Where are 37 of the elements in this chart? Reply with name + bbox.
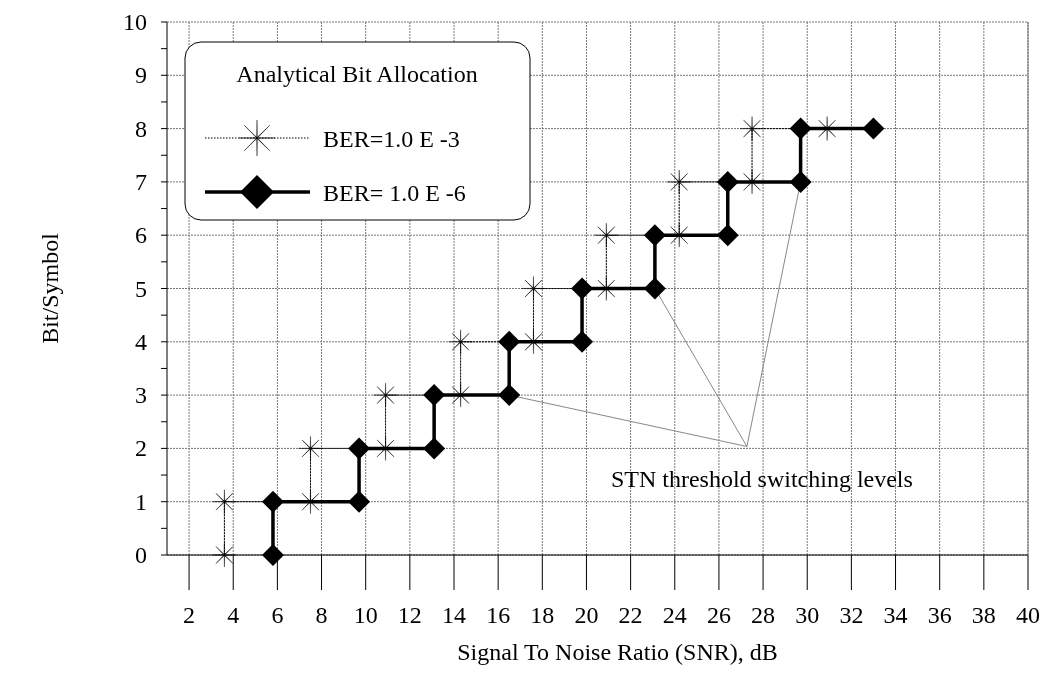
- y-tick-label: 0: [135, 542, 147, 568]
- x-tick-label: 6: [271, 602, 284, 628]
- x-tick-label: 38: [971, 602, 996, 628]
- y-tick-label: 7: [135, 168, 147, 195]
- x-tick-label: 2: [183, 602, 196, 628]
- x-tick-label: 30: [795, 602, 820, 628]
- x-tick-label: 26: [706, 602, 731, 628]
- x-tick-label: 28: [751, 602, 776, 628]
- y-tick-label: 4: [135, 328, 147, 355]
- x-tick-label: 12: [397, 602, 422, 628]
- y-tick-label: 3: [135, 382, 147, 409]
- x-axis-title: Signal To Noise Ratio (SNR), dB: [457, 639, 778, 665]
- x-tick-label: 18: [530, 602, 555, 628]
- legend-label: BER=1.0 E -3: [323, 126, 460, 152]
- x-tick-label: 36: [927, 602, 952, 628]
- y-axis-title: Bit/Symbol: [37, 232, 63, 344]
- y-tick-label: 5: [135, 275, 147, 302]
- y-tick-label: 2: [135, 435, 147, 462]
- y-tick-label: 9: [135, 62, 147, 89]
- x-tick-label: 10: [353, 602, 378, 628]
- x-tick-label: 22: [618, 602, 643, 628]
- x-tick-label: 34: [883, 602, 908, 628]
- x-tick-label: 20: [574, 602, 599, 628]
- y-tick-label: 1: [135, 488, 147, 515]
- legend-title: Analytical Bit Allocation: [236, 61, 478, 87]
- x-tick-label: 14: [442, 602, 466, 628]
- x-tick-label: 32: [839, 602, 864, 628]
- x-tick-label: 4: [227, 602, 240, 628]
- annotation: STN threshold switching levels: [610, 465, 913, 492]
- y-tick-label: 8: [135, 115, 147, 142]
- y-tick-label: 10: [123, 9, 147, 35]
- x-tick-label: 16: [486, 602, 511, 628]
- y-tick-label: 6: [135, 222, 147, 249]
- x-tick-label: 40: [1016, 602, 1040, 628]
- legend-label: BER= 1.0 E -6: [323, 180, 466, 206]
- x-tick-label: 8: [315, 602, 328, 628]
- x-tick-label: 24: [662, 602, 687, 628]
